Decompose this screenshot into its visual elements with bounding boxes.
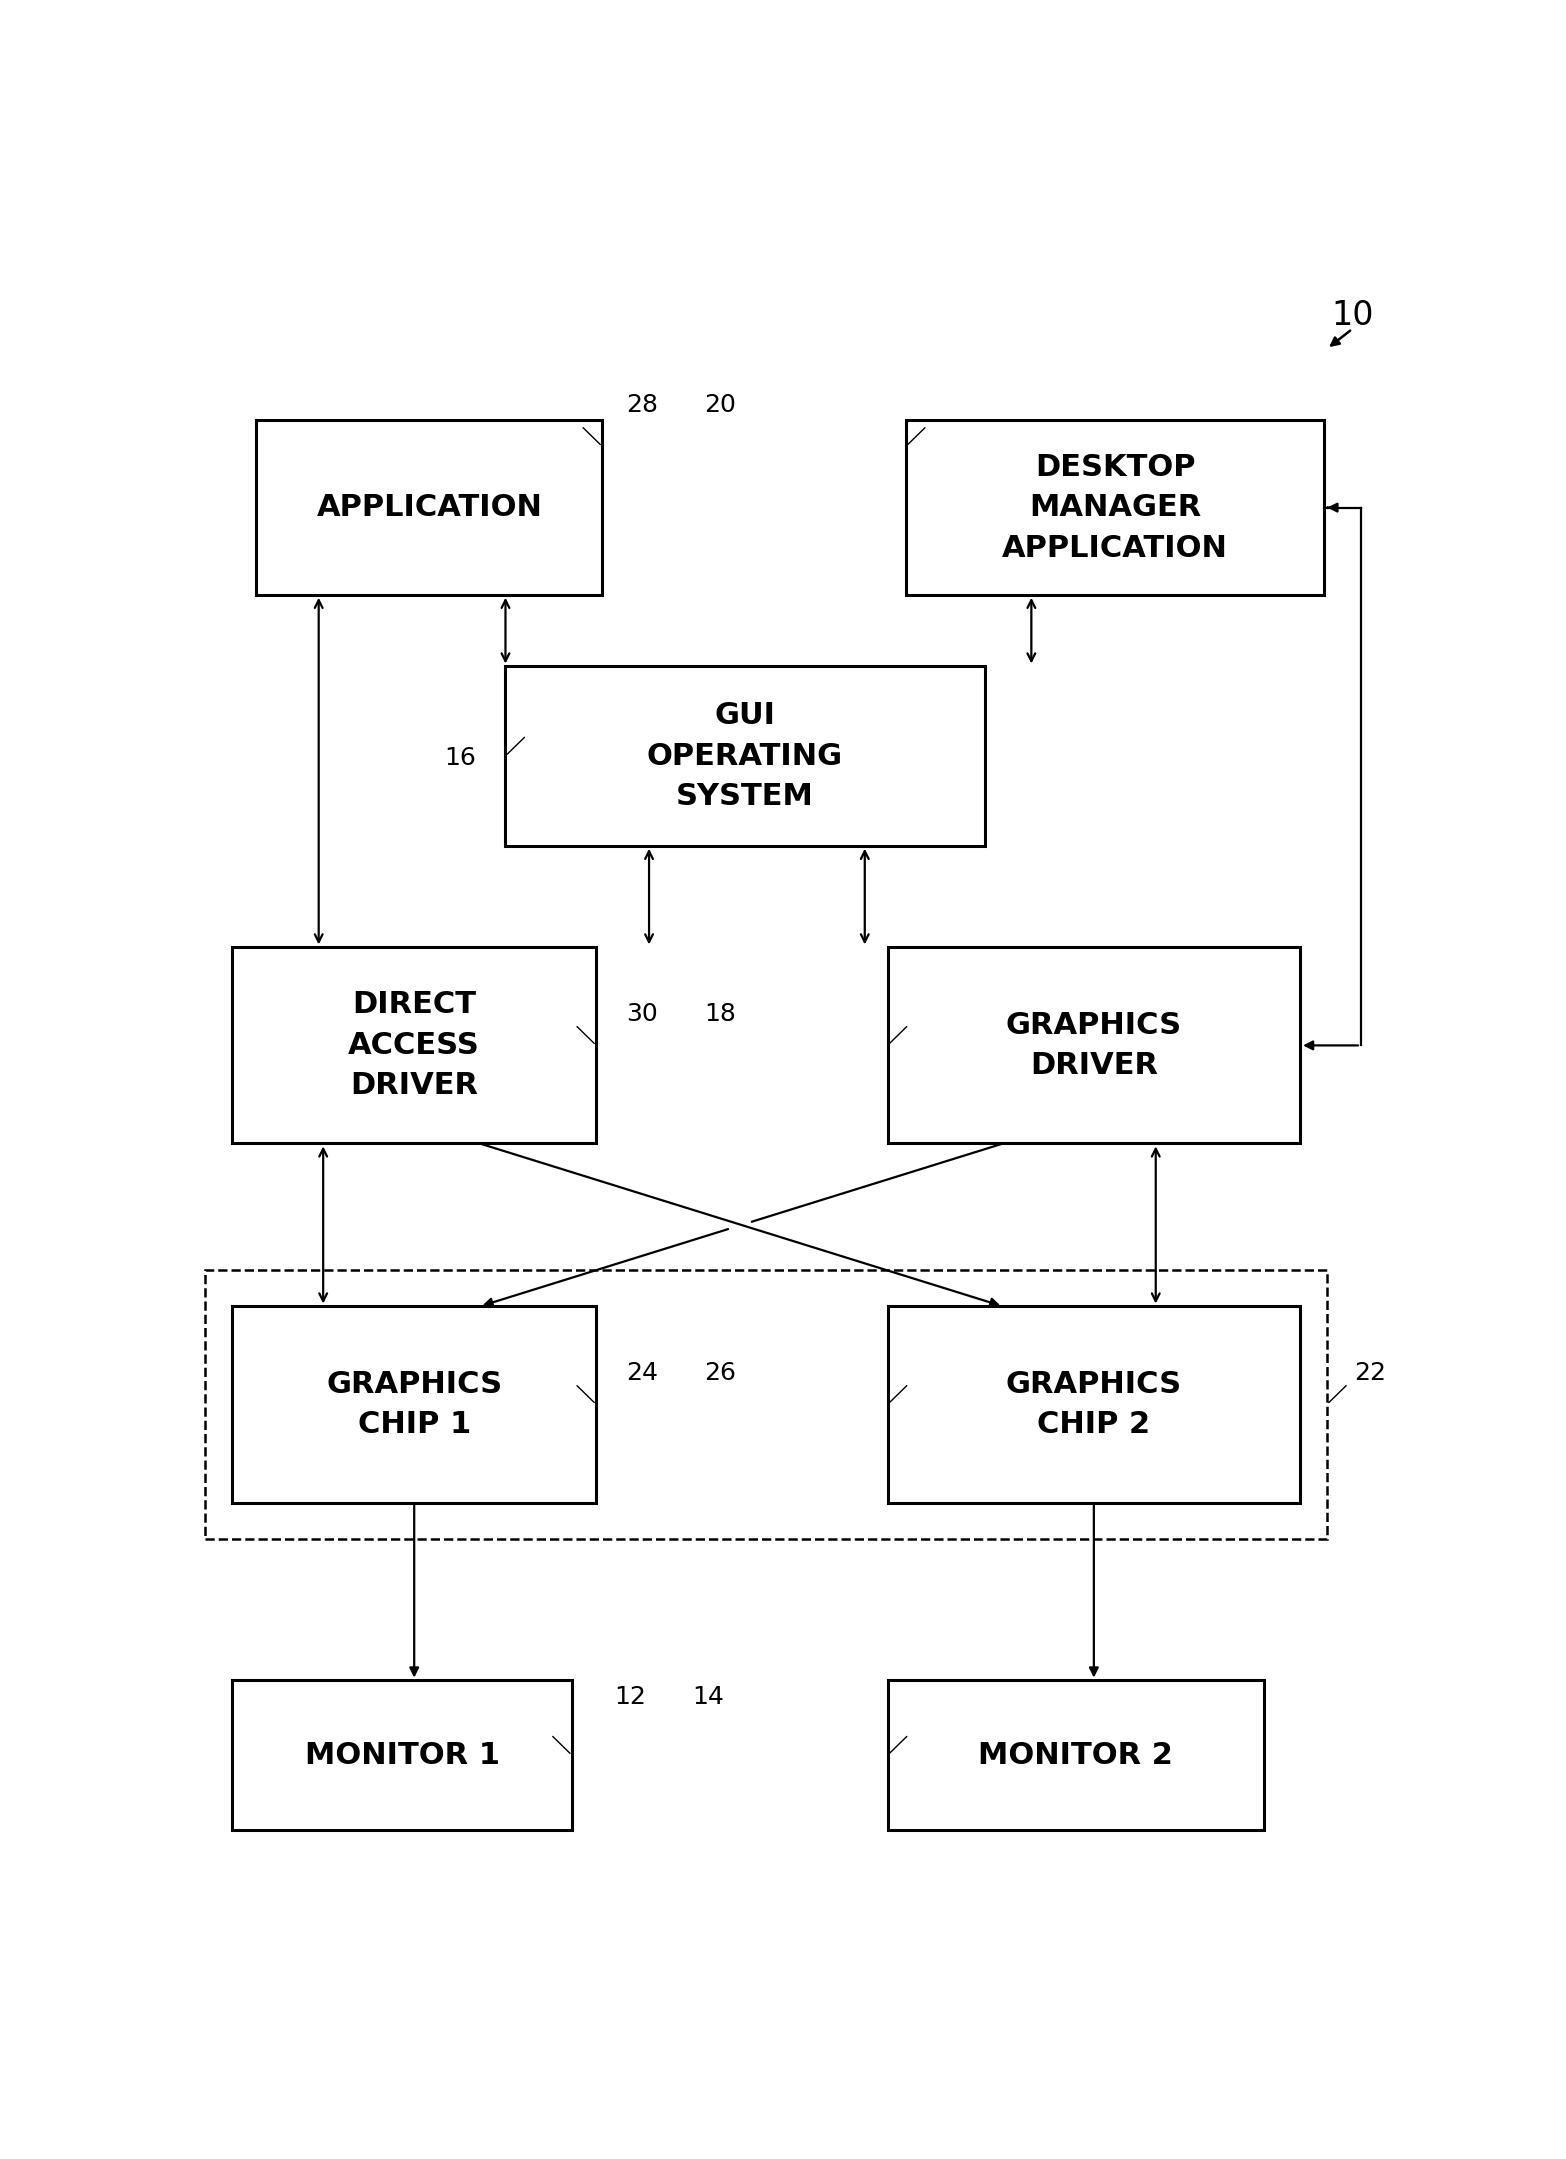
Bar bbox=[888, 1680, 1264, 1831]
Text: 16: 16 bbox=[445, 745, 476, 771]
Text: 30: 30 bbox=[626, 1002, 658, 1026]
Text: MONITOR 2: MONITOR 2 bbox=[979, 1740, 1173, 1770]
Bar bbox=[506, 667, 985, 846]
Text: 22: 22 bbox=[1355, 1360, 1386, 1384]
Text: GRAPHICS
DRIVER: GRAPHICS DRIVER bbox=[1005, 1010, 1182, 1080]
Bar bbox=[257, 421, 603, 596]
Bar bbox=[232, 948, 597, 1144]
Text: 12: 12 bbox=[614, 1684, 647, 1710]
Bar bbox=[232, 1306, 597, 1503]
Bar bbox=[888, 948, 1300, 1144]
Bar bbox=[232, 1680, 572, 1831]
Text: 28: 28 bbox=[626, 393, 658, 417]
Text: MONITOR 1: MONITOR 1 bbox=[304, 1740, 500, 1770]
Bar bbox=[905, 421, 1325, 596]
Text: GRAPHICS
CHIP 1: GRAPHICS CHIP 1 bbox=[326, 1369, 503, 1440]
Text: 18: 18 bbox=[705, 1002, 736, 1026]
Bar bbox=[205, 1269, 1326, 1539]
Bar bbox=[888, 1306, 1300, 1503]
Text: 20: 20 bbox=[705, 393, 736, 417]
Text: DIRECT
ACCESS
DRIVER: DIRECT ACCESS DRIVER bbox=[348, 991, 481, 1101]
Text: GUI
OPERATING
SYSTEM: GUI OPERATING SYSTEM bbox=[647, 702, 843, 812]
Text: 14: 14 bbox=[692, 1684, 723, 1710]
Text: 10: 10 bbox=[1331, 300, 1373, 332]
Text: 24: 24 bbox=[626, 1360, 658, 1384]
Text: DESKTOP
MANAGER
APPLICATION: DESKTOP MANAGER APPLICATION bbox=[1002, 453, 1228, 563]
Text: APPLICATION: APPLICATION bbox=[316, 492, 542, 522]
Text: 26: 26 bbox=[705, 1360, 736, 1384]
Text: GRAPHICS
CHIP 2: GRAPHICS CHIP 2 bbox=[1005, 1369, 1182, 1440]
